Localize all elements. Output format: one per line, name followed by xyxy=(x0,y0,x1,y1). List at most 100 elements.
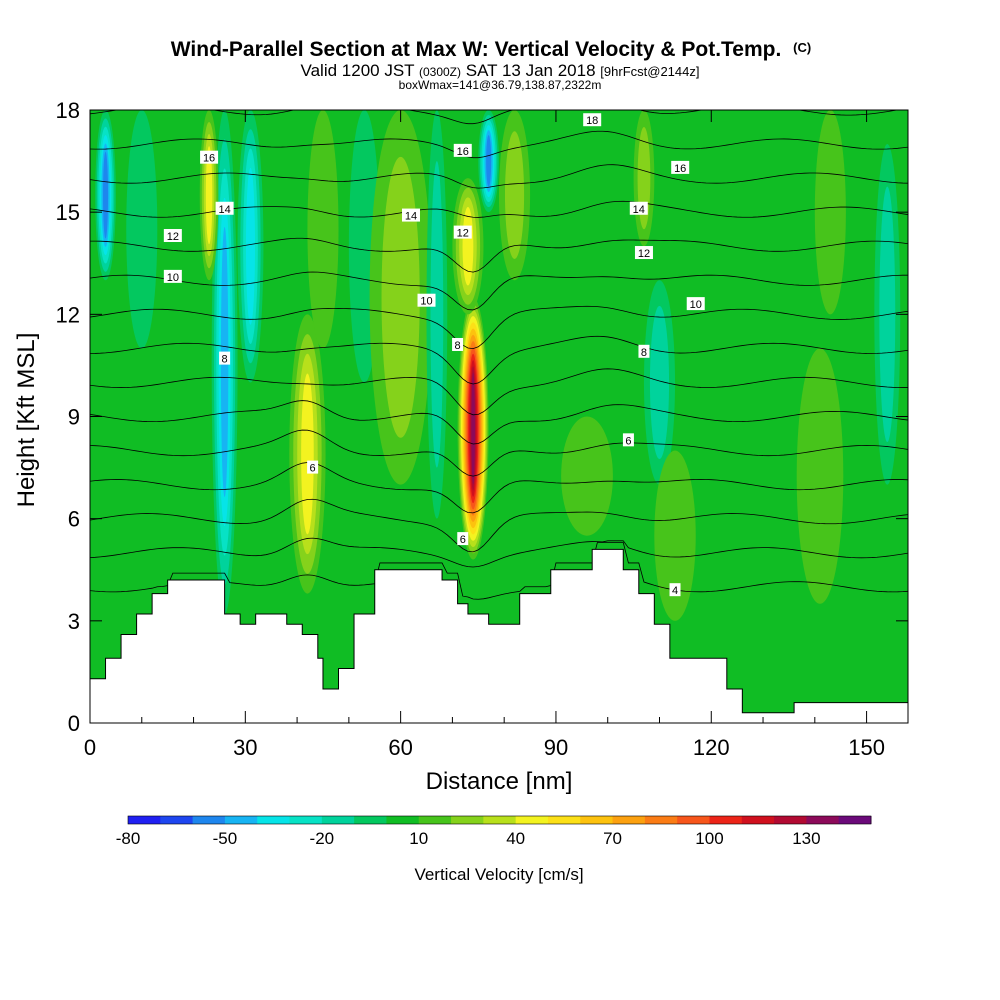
velocity-band xyxy=(561,416,613,536)
colorbar-swatch xyxy=(224,816,258,824)
contour-label: 14 xyxy=(401,208,420,223)
contour-label: 8 xyxy=(638,344,650,359)
colorbar-swatch xyxy=(354,816,387,824)
contour-label-bg xyxy=(452,337,464,351)
velocity-band xyxy=(796,348,844,604)
y-axis-label: Height [Kft MSL] xyxy=(13,333,40,508)
contour-label: 8 xyxy=(452,337,464,352)
velocity-feature-0 xyxy=(95,110,116,281)
colorbar-tick-label: -20 xyxy=(310,829,335,848)
theta-contour-9 xyxy=(90,400,908,445)
colorbar-swatch xyxy=(321,816,355,824)
theta-line xyxy=(90,368,908,416)
velocity-feature-1 xyxy=(126,110,158,349)
theta-line xyxy=(90,429,908,477)
contour-label-bg xyxy=(583,113,602,127)
contour-label-bg xyxy=(634,246,653,260)
contour-label: 12 xyxy=(163,229,182,243)
colorbar-swatch xyxy=(741,816,775,824)
valid-time: Valid 1200 JST xyxy=(301,61,415,80)
copyright-mark: (C) xyxy=(793,40,811,55)
contour-label: 14 xyxy=(629,201,648,216)
colorbar-swatch xyxy=(709,816,743,824)
contour-label: 4 xyxy=(669,583,681,597)
contour-label-bg xyxy=(219,351,231,365)
contour-label-text: 6 xyxy=(310,463,316,475)
contour-label-text: 12 xyxy=(457,228,469,240)
contour-label-text: 6 xyxy=(625,435,631,447)
theta-contour-10 xyxy=(90,368,908,416)
theta-contour-18 xyxy=(90,110,900,125)
theta-line xyxy=(90,110,900,125)
velocity-feature-18 xyxy=(796,348,844,604)
x-tick-label: 60 xyxy=(388,735,412,760)
velocity-band xyxy=(654,450,696,621)
velocity-band xyxy=(205,146,213,245)
colorbar-tick-label: 70 xyxy=(603,829,622,848)
x-axis-label: Distance [nm] xyxy=(426,768,573,795)
theta-line xyxy=(90,537,908,568)
contour-label-bg xyxy=(200,150,219,164)
velocity-field xyxy=(95,110,901,621)
velocity-band xyxy=(814,110,846,315)
theta-contour-5 xyxy=(90,537,908,568)
contour-label-text: 8 xyxy=(641,347,647,359)
velocity-band xyxy=(307,110,339,349)
theta-line xyxy=(90,237,908,273)
colorbar-swatch xyxy=(128,816,161,824)
contour-label-bg xyxy=(163,229,182,243)
theta-contour-14 xyxy=(90,237,908,273)
velocity-feature-15 xyxy=(643,280,676,485)
colorbar-swatch xyxy=(418,816,452,824)
y-tick-label: 0 xyxy=(68,711,80,736)
colorbar-tick-label: 40 xyxy=(506,829,525,848)
theta-line xyxy=(90,335,908,385)
colorbar-tick-label: 130 xyxy=(792,829,820,848)
velocity-feature-13 xyxy=(498,110,531,281)
velocity-band xyxy=(301,373,314,535)
theta-line xyxy=(90,164,908,189)
contour-label: 16 xyxy=(200,150,219,165)
colorbar-swatch xyxy=(580,816,614,824)
contour-label-bg xyxy=(629,201,648,215)
velocity-band xyxy=(126,110,158,349)
colorbar-tick-label: -80 xyxy=(116,829,141,848)
contour-labels: 16 14 12 10 8 6 14 16 12 10 8 6 18 16 14 12 10 8 6 4 xyxy=(163,113,705,597)
contour-label: 10 xyxy=(417,293,436,308)
colorbar-tick-label: 10 xyxy=(409,829,428,848)
colorbar-swatch xyxy=(160,816,194,824)
colorbar-swatch xyxy=(547,816,581,824)
contour-label: 12 xyxy=(634,246,653,260)
colorbar-swatch xyxy=(774,816,807,824)
contour-label: 14 xyxy=(215,201,234,216)
velocity-band xyxy=(462,206,474,286)
colorbar-swatch xyxy=(677,816,710,824)
contour-label-text: 10 xyxy=(690,299,702,311)
terrain-mask xyxy=(90,548,908,723)
chart-title-text: Wind-Parallel Section at Max W: Vertical… xyxy=(171,38,782,61)
colorbar-swatch xyxy=(386,816,420,824)
valid-date: SAT 13 Jan 2018 xyxy=(466,61,596,80)
chart-subtitle: Valid 1200 JST (0300Z) SAT 13 Jan 2018 [… xyxy=(301,61,700,80)
colorbar-swatch xyxy=(192,816,226,824)
velocity-band xyxy=(381,156,420,438)
velocity-feature-19 xyxy=(814,110,846,315)
velocity-band xyxy=(649,305,670,460)
theta-line xyxy=(90,400,908,445)
contour-label-text: 14 xyxy=(405,211,417,223)
theta-contour-8 xyxy=(90,429,908,477)
velocity-feature-5 xyxy=(289,314,326,594)
contour-label-text: 16 xyxy=(674,163,686,175)
contour-label-text: 12 xyxy=(167,231,179,243)
velocity-feature-14 xyxy=(561,416,613,536)
velocity-feature-8 xyxy=(369,110,432,485)
contour-label-text: 16 xyxy=(457,146,469,158)
contour-label-bg xyxy=(638,344,650,358)
plot-area: 16 14 12 10 8 6 14 16 12 10 8 6 18 16 14 12 10 8 6 4 xyxy=(90,110,908,723)
colorbar-swatch xyxy=(644,816,678,824)
velocity-feature-3 xyxy=(237,110,264,383)
velocity-feature-6 xyxy=(307,110,339,349)
contour-label-bg xyxy=(686,297,705,311)
contour-label-bg xyxy=(622,433,634,447)
